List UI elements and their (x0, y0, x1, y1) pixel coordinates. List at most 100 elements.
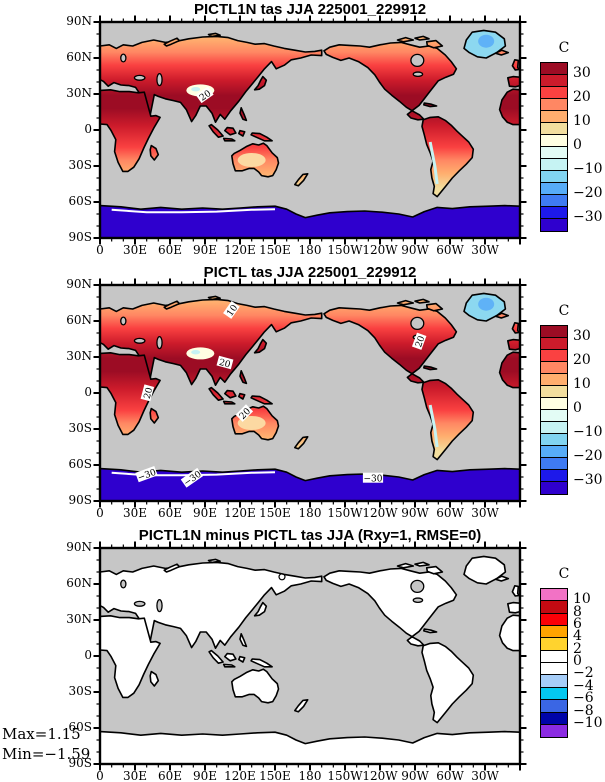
panel-2-colorbar-unit: C (558, 303, 570, 319)
panel-3-ytick-2: 30N (66, 612, 92, 626)
panel-1-xtick-10: 60W (436, 243, 464, 257)
panel-3-ytick-5: 60S (68, 720, 93, 734)
panel-1-colorbar-swatch-13 (540, 218, 568, 232)
panel-1-xtick-1: 30E (122, 243, 148, 257)
panel-3-colorbar-tick-2: 6 (573, 616, 582, 633)
antarctica-landmass (99, 730, 521, 765)
panel-3-ytick-3: 0 (84, 648, 92, 662)
british-isles-landmass (511, 585, 521, 597)
victoria-island-landmass (396, 299, 415, 306)
panel-2-colorbar-tick-5: −20 (573, 448, 603, 464)
panel-3-xtick-9: 90W (401, 769, 429, 782)
panel-2-colorbar-tick-3: 0 (573, 400, 582, 416)
sulawesi-landmass (238, 392, 246, 400)
panel-1-ytick-5: 60S (68, 194, 93, 208)
panel-1-title: PICTL1N tas JJA 225001_229912 (193, 1, 427, 18)
panel-3-colorbar-tick-7: −4 (573, 677, 594, 694)
contour-label: 20 (216, 355, 234, 371)
panel-1-colorbar-tick-5: −20 (573, 185, 603, 201)
philippines-landmass (239, 107, 248, 122)
baffin-landmass (425, 565, 444, 575)
sumatra-landmass (208, 649, 224, 664)
panel-3-colorbar-tick-6: −2 (573, 665, 594, 682)
philippines-landmass (239, 633, 248, 648)
panel-3-colorbar-tick-8: −6 (573, 690, 594, 707)
greenland-ice-core (478, 34, 495, 48)
panel-3-xtick-7: 150W (327, 769, 363, 782)
panel-3-colorbar-tick-5: 0 (573, 653, 582, 670)
contour-label: 20 (411, 332, 428, 350)
panel-1-colorbar-tick-2: 10 (573, 113, 591, 129)
iceland-landmass (494, 575, 510, 582)
panel-3-colorbar-swatch-11 (540, 723, 568, 739)
panel-1-ytick-2: 30N (66, 86, 92, 100)
panel-1-colorbar-unit: C (558, 40, 570, 56)
japan-landmass (253, 601, 268, 617)
tibet-cold-patch (186, 347, 215, 360)
ellesmere-landmass (414, 561, 430, 567)
philippines-landmass (239, 370, 248, 385)
cuba-landmass (423, 102, 438, 108)
australia-interior (237, 153, 266, 167)
tibet-cold-core (191, 87, 201, 92)
andes-cold-strip (428, 404, 439, 448)
panel-2-xtick-0: 0 (96, 506, 104, 520)
hudson-bay (410, 53, 425, 68)
map-frame (98, 283, 522, 503)
baffin-landmass (425, 302, 444, 312)
south-america-landmass (421, 642, 475, 724)
panel-3-xtick-1: 30E (122, 769, 148, 782)
panel-2-colorbar-tick-4: −10 (573, 424, 603, 440)
java-landmass (222, 663, 236, 668)
iberia-landmass (507, 601, 521, 614)
victoria-island-landmass (396, 562, 415, 569)
madagascar-landmass (149, 670, 160, 687)
cuba-landmass (423, 365, 438, 371)
panel-3-xtick-3: 90E (192, 769, 218, 782)
africa-west-landmass (498, 351, 521, 389)
panel-3-ytick-1: 60N (66, 576, 92, 590)
panel-1-xtick-4: 120E (224, 243, 256, 257)
panel-2-xtick-6: 180 (298, 506, 322, 520)
antarctic-contour-line (111, 208, 276, 214)
new-zealand-landmass (294, 699, 309, 713)
contour-label-text: 20 (143, 386, 156, 400)
panel-2-colorbar-tick-2: 10 (573, 376, 591, 392)
panel-3-xtick-11: 30W (471, 769, 499, 782)
panel-3-colorbar-tick-3: 4 (573, 628, 582, 645)
panel-2-xtick-7: 150W (327, 506, 363, 520)
panel-2-ytick-1: 60N (66, 313, 92, 327)
borneo-landmass (224, 652, 237, 662)
baltic-sea (120, 579, 127, 589)
panel-3-xtick-5: 150E (259, 769, 291, 782)
andes-cold-strip (428, 141, 439, 185)
panel-1-xtick-11: 30W (471, 243, 499, 257)
panel-1-colorbar-tick-3: 0 (573, 137, 582, 153)
africa-landmass (99, 615, 161, 699)
panel-2-xtick-4: 120E (224, 506, 256, 520)
antarctica-landmass (99, 204, 521, 239)
iceland-landmass (494, 312, 510, 319)
panel-1-xtick-9: 90W (401, 243, 429, 257)
severnaya-zemlya-landmass (207, 295, 221, 301)
panel-2-xtick-8: 120W (362, 506, 398, 520)
panel-3-xtick-10: 60W (436, 769, 464, 782)
iberia-landmass (507, 75, 521, 88)
panel-3-xtick-8: 120W (362, 769, 398, 782)
new-zealand-landmass (294, 173, 309, 187)
contour-label-text: 20 (218, 358, 232, 371)
baltic-sea (120, 53, 127, 63)
panel-3-ytick-4: 30S (68, 684, 93, 698)
panel-1-ytick-4: 30S (68, 158, 93, 172)
panel-1-colorbar-tick-0: 30 (573, 65, 591, 81)
novaya-zemlya-landmass (163, 37, 181, 47)
iceland-landmass (494, 49, 510, 56)
zero-contour-ring (278, 573, 286, 581)
africa-landmass (99, 352, 161, 436)
british-isles-landmass (511, 59, 521, 71)
panel-2-ytick-5: 60S (68, 457, 93, 471)
map-frame (98, 20, 522, 240)
contour-label-text: −30 (364, 474, 383, 484)
caspian-sea (156, 598, 163, 613)
japan-landmass (253, 338, 268, 354)
